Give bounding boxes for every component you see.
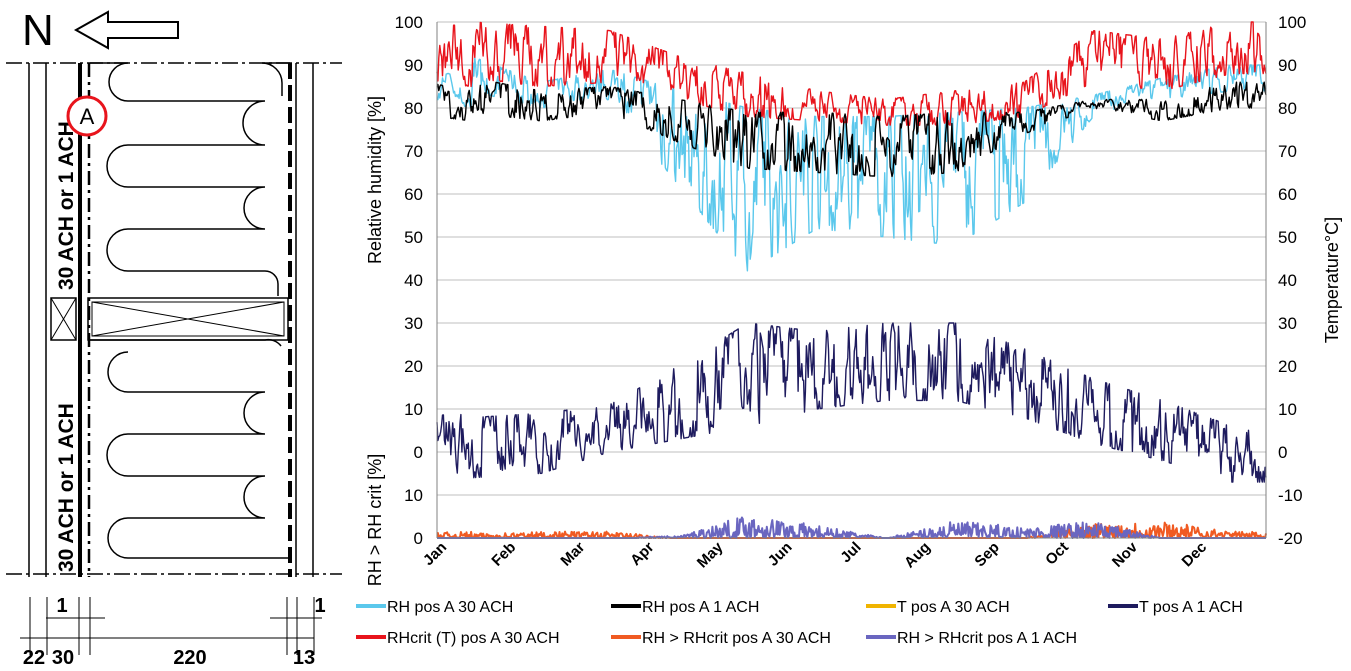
y-left-tick-label: 20 [404,357,423,376]
dimension-small-top-left: 1 [56,595,67,617]
y-right-tick-label: -20 [1278,529,1303,548]
legend-label: T pos A 30 ACH [897,599,1010,616]
stud-large [87,297,289,341]
y-right-tick-label: 30 [1278,314,1297,333]
x-ticks: Jan Feb Mar Apr May Jun Jul Aug Sep Oct Nov Dec [420,538,1210,571]
legend: RH pos A 30 ACH RH pos A 1 ACH T pos A 30 … [356,599,1243,647]
y-left-lower-tick-label: 0 [414,529,423,548]
y-left-tick-label: 80 [404,99,423,118]
y-left-tick-label: 10 [404,400,423,419]
zone-label-lower: 30 ACH or 1 ACH [55,403,78,572]
y-right-tick-label: -10 [1278,486,1303,505]
y-right-label: Temperature°C] [1322,217,1342,343]
y-right-tick-label: 10 [1278,400,1297,419]
x-tick-label: Oct [1042,539,1072,569]
x-tick-label: Jan [420,539,450,569]
legend-label: RHcrit (T) pos A 30 ACH [387,630,560,647]
dimension-30: 30 [52,647,74,669]
y-right-tick-label: 50 [1278,228,1297,247]
insulation-meander-upper-right [261,62,290,96]
chart: 0 10 20 30 40 50 60 70 80 90 100 0 10 -20 -10 0 10 20 30 4… [356,13,1342,647]
x-tick-label: Jun [765,539,796,570]
y-right-tick-label: 60 [1278,185,1297,204]
y-right-tick-label: 100 [1278,13,1306,32]
y-left-lower-label: RH > RH crit [%] [365,454,385,587]
y-left-tick-label: 30 [404,314,423,333]
plot-frame [436,22,1267,539]
x-tick-label: Aug [901,539,934,572]
y-right-ticks: -20 -10 0 10 20 30 40 50 60 70 80 90 100 [1278,13,1306,548]
legend-label: RH > RHcrit pos A 1 ACH [897,630,1077,647]
wall-section-diagram: N 30 ACH or 1 ACH 30 A [6,6,342,669]
y-left-tick-label: 100 [395,13,423,32]
position-marker-label: A [80,104,95,129]
legend-label: RH > RHcrit pos A 30 ACH [642,630,831,647]
north-label: N [22,6,54,55]
y-right-tick-label: 70 [1278,142,1297,161]
dimension-13: 13 [293,647,315,669]
y-left-tick-label: 90 [404,56,423,75]
zone-label-upper: 30 ACH or 1 ACH [55,121,78,290]
y-left-tick-label: 70 [404,142,423,161]
dimension-small-top-right: 1 [314,595,325,617]
y-right-tick-label: 40 [1278,271,1297,290]
series-line [436,81,1267,178]
y-right-tick-label: 90 [1278,56,1297,75]
y-left-tick-label: 0 [414,443,423,462]
position-marker-circle [66,95,108,137]
x-tick-label: Feb [488,539,519,570]
y-left-tick-label: 40 [404,271,423,290]
y-right-tick-label: 20 [1278,357,1297,376]
north-arrow-icon [73,10,179,50]
legend-label: T pos A 1 ACH [1139,599,1243,616]
y-left-lower-tick-label: 10 [404,486,423,505]
series-line [436,21,1267,126]
x-tick-label: Sep [971,539,1002,570]
insulation-meander-upper [90,62,279,296]
y-left-tick-label: 60 [404,185,423,204]
dimension-220: 220 [173,647,206,669]
dimension-22: 22 [23,647,45,669]
y-left-label: Relative humidity [%] [365,96,385,264]
series-line [436,322,1267,483]
series-line [436,57,1267,272]
y-right-tick-label: 0 [1278,443,1287,462]
y-left-ticks: 0 10 20 30 40 50 60 70 80 90 100 0 10 [395,13,423,548]
y-right-tick-label: 80 [1278,99,1297,118]
y-left-tick-label: 50 [404,228,423,247]
legend-label: RH pos A 30 ACH [387,599,513,616]
x-tick-label: Apr [627,539,657,569]
x-tick-label: Mar [557,539,588,570]
x-tick-label: Dec [1179,539,1210,570]
insulation-meander-lower [90,338,290,559]
dimension-marks [20,597,322,655]
x-tick-label: Nov [1109,538,1142,571]
x-tick-label: May [694,538,727,571]
legend-label: RH pos A 1 ACH [642,599,759,616]
stud-small [50,297,77,341]
x-tick-label: Jul [837,539,864,566]
